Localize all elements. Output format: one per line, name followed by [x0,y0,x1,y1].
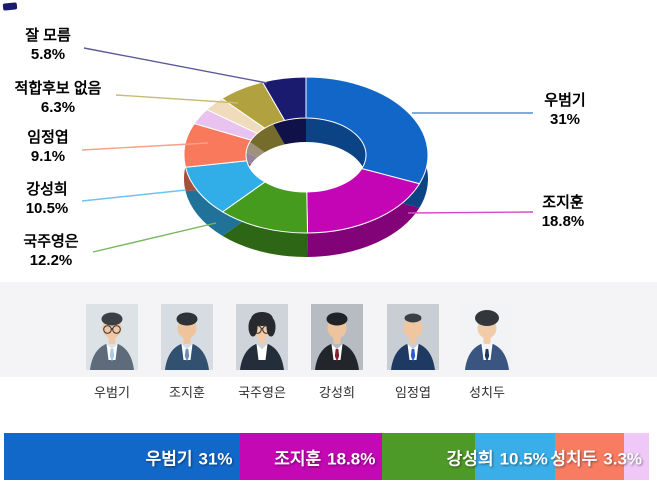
bar-segment-label: 강성희 10.5% [447,444,548,469]
leader-line [92,222,217,253]
bar-segment-label: 우범기 31% [146,444,233,469]
leader-line [407,211,534,214]
candidate-name: 우범기 [94,385,130,400]
slice-callout: 국주영은 12.2% [6,232,96,270]
slice-value: 10.5% [25,200,69,217]
slice-callout: 조지훈 18.8% [518,193,608,231]
slice-label: 잘 모름 [25,27,71,44]
candidate-avatar [461,304,513,370]
slice-callout: 임정엽 9.1% [8,128,88,166]
stacked-result-bar: 우범기 31% 조지훈 18.8% 강성희 10.5% 성치두 3.3% [4,433,650,480]
bar-segment-value: 10.5% [499,449,548,468]
candidate-avatar [86,304,138,370]
corner-mark [2,2,18,11]
candidate-photo [161,304,213,370]
slice-label: 국주영은 [23,233,79,250]
candidate-avatar [387,304,439,370]
bar-segment [382,433,476,480]
slice-label: 강성희 [26,181,68,198]
candidate-name: 국주영은 [238,385,286,400]
candidate-name: 조지훈 [169,385,205,400]
slice-callout: 잘 모름 5.8% [8,26,88,64]
slice-label: 우범기 [544,92,586,109]
candidate-avatar [236,304,288,370]
slice-value: 6.3% [40,99,76,116]
slice-label: 적합후보 없음 [14,80,102,97]
slice-callout: 강성희 10.5% [6,180,88,218]
candidate-avatar [161,304,213,370]
slice-label: 임정엽 [27,129,69,146]
leader-line [81,189,187,202]
bar-segment-label: 조지훈 18.8% [274,444,375,469]
bar-segment-name: 강성희 [446,449,494,468]
slice-value: 12.2% [29,252,73,269]
slice-value: 9.1% [30,148,66,165]
donut-chart [81,47,534,257]
bar-segment-name: 성치두 [550,449,598,468]
candidate-name: 강성희 [319,385,355,400]
bar-segment: 조지훈 18.8% [239,433,383,480]
bar-segment-value: 3.3% [603,449,643,468]
slice-callout: 우범기 31% [520,91,610,129]
bar-segment-label: 성치두 3.3% [550,444,642,469]
candidate-photo [86,304,138,370]
candidate-name: 임정엽 [395,385,431,400]
leader-line [81,142,209,151]
bar-segment: 성치두 3.3% [550,433,650,480]
slice-label: 조지훈 [542,194,584,211]
bar-segment-value: 18.8% [327,449,376,468]
bar-segment-name: 우범기 [145,449,193,468]
slice-value: 31% [549,111,581,128]
slice-value: 5.8% [30,46,66,63]
bar-segment [554,433,624,480]
candidate-avatar [311,304,363,370]
candidate-photo [236,304,288,370]
bar-segment: 강성희 10.5% [447,433,555,480]
candidate-photo [461,304,513,370]
bar-segment-name: 조지훈 [274,449,322,468]
bar-segment: 우범기 31% [4,433,240,480]
candidate-photo [311,304,363,370]
leader-line [83,47,268,84]
leader-line [115,94,239,104]
slice-callout: 적합후보 없음 6.3% [2,79,114,117]
bar-segment-value: 31% [198,449,233,468]
donut-chart-area: 우범기 31% 조지훈 18.8% 국주영은 12.2% 강성희 10.5% 임정엽 9.1% 적합… [2,2,610,270]
candidate-name: 성치두 [469,385,505,400]
slice-value: 18.8% [541,213,585,230]
candidate-photo [387,304,439,370]
